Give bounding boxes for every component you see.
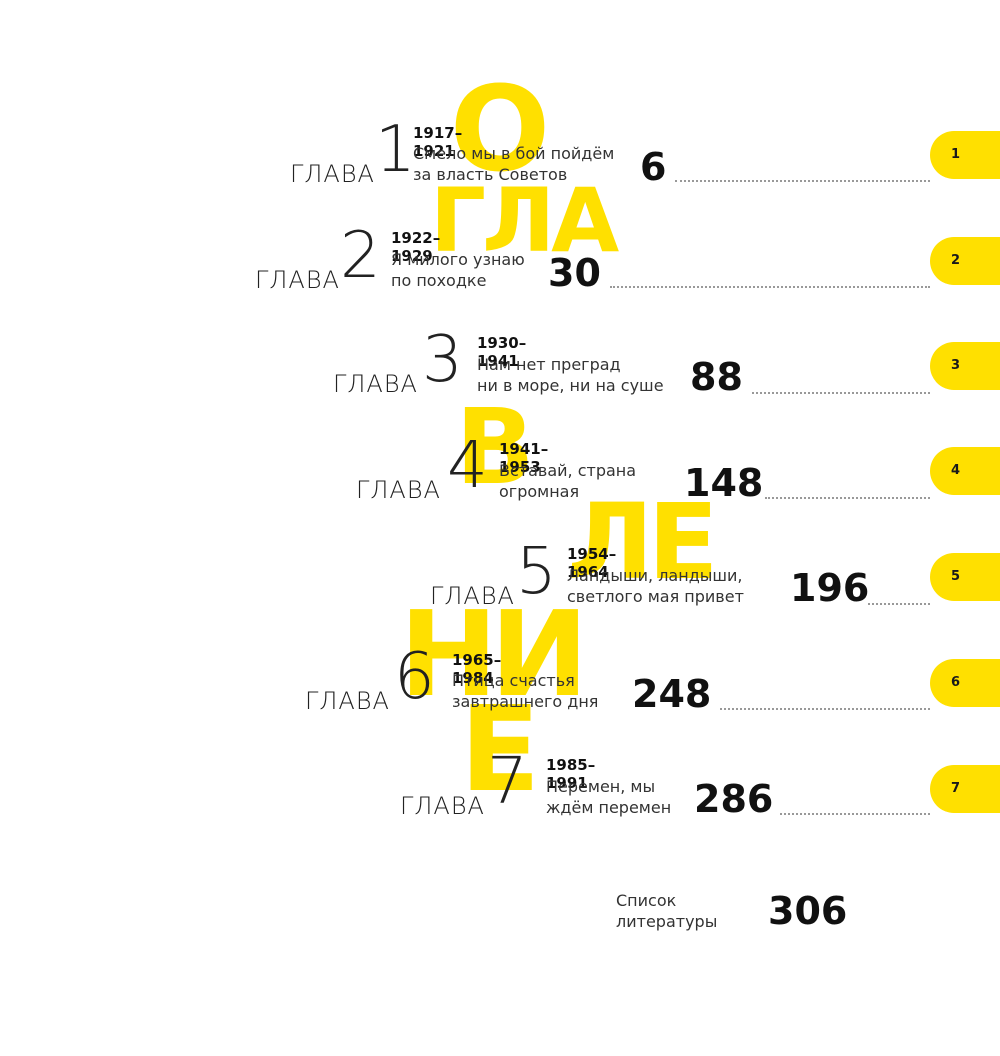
- chapter-page-number: 6: [640, 145, 667, 189]
- chapter-tab-label: 3: [951, 358, 961, 373]
- chapter-years: 1954–1964: [567, 545, 617, 581]
- chapter-years: 1965–1984: [452, 651, 502, 687]
- chapter-number: 4: [447, 429, 488, 503]
- bibliography-label-line1: Список: [616, 891, 677, 910]
- heading-letter-v: В: [455, 386, 535, 508]
- chapter-tab-1[interactable]: 1: [930, 131, 1000, 179]
- chapter-years: 1930–1941: [477, 334, 527, 370]
- chapter-title-line2: огромная: [499, 482, 580, 501]
- leader-dots: [780, 813, 930, 815]
- chapter-years: 1941–1953: [499, 440, 549, 476]
- chapter-tab-6[interactable]: 6: [930, 659, 1000, 707]
- leader-dots: [752, 392, 930, 394]
- chapter-word: ГЛАВА: [255, 266, 340, 294]
- chapter-years: 1985–1991: [546, 756, 596, 792]
- chapter-tab-label: 4: [951, 463, 961, 478]
- chapter-page-number: 248: [632, 672, 712, 716]
- leader-dots: [765, 497, 930, 499]
- chapter-title-line1: Смело мы в бой пойдём: [413, 144, 615, 163]
- chapter-tab-label: 2: [951, 253, 961, 268]
- leader-dots: [720, 708, 930, 710]
- chapter-tab-5[interactable]: 5: [930, 553, 1000, 601]
- chapter-tab-7[interactable]: 7: [930, 765, 1000, 813]
- chapter-tab-label: 7: [951, 781, 961, 796]
- chapter-title-line2: светлого мая привет: [567, 587, 744, 606]
- chapter-years: 1917–1921: [413, 124, 463, 160]
- leader-dots: [610, 286, 930, 288]
- chapter-tab-2[interactable]: 2: [930, 237, 1000, 285]
- chapter-word: ГЛАВА: [333, 370, 418, 398]
- leader-dots: [868, 603, 930, 605]
- bibliography-label: Список литературы: [616, 890, 717, 932]
- chapter-word: ГЛАВА: [400, 792, 485, 820]
- leader-dots: [675, 180, 930, 182]
- bibliography-page-number: 306: [768, 889, 848, 933]
- chapter-years: 1922–1929: [391, 229, 441, 265]
- chapter-title-line1: Птица счастья: [452, 671, 575, 690]
- chapter-number: 3: [422, 323, 463, 397]
- chapter-page-number: 88: [690, 355, 743, 399]
- chapter-number: 5: [516, 535, 557, 609]
- chapter-title-line1: Перемен, мы: [546, 777, 656, 796]
- chapter-word: ГЛАВА: [430, 582, 515, 610]
- chapter-title-line1: Ландыши, ландыши,: [567, 566, 743, 585]
- chapter-number: 7: [487, 745, 528, 819]
- chapter-word: ГЛАВА: [305, 687, 390, 715]
- heading-letter-e: Е: [459, 680, 541, 818]
- chapter-tab-label: 6: [951, 675, 961, 690]
- chapter-number: 6: [394, 640, 435, 714]
- chapter-tab-3[interactable]: 3: [930, 342, 1000, 390]
- chapter-title-line1: Я милого узнаю: [391, 250, 525, 269]
- chapter-page-number: 286: [694, 777, 774, 821]
- chapter-title-line2: ни в море, ни на суше: [477, 376, 664, 395]
- chapter-page-number: 148: [684, 461, 764, 505]
- chapter-number: 1: [375, 113, 416, 187]
- heading-letter-gla: ГЛА: [430, 169, 619, 272]
- chapter-title-line1: Вставай, страна: [499, 461, 637, 480]
- chapter-tab-label: 5: [951, 569, 961, 584]
- chapter-word: ГЛАВА: [356, 476, 441, 504]
- heading-letter-o: О: [449, 60, 551, 198]
- chapter-tab-4[interactable]: 4: [930, 447, 1000, 495]
- chapter-word: ГЛАВА: [290, 160, 375, 188]
- chapter-tab-label: 1: [951, 147, 961, 162]
- chapter-page-number: 196: [790, 566, 870, 610]
- chapter-title-line1: Нам нет преград: [477, 355, 621, 374]
- chapter-title-line2: по походке: [391, 271, 487, 290]
- chapter-title-line2: за власть Советов: [413, 165, 568, 184]
- chapter-number: 2: [340, 219, 381, 293]
- chapter-title-line2: ждём перемен: [546, 798, 672, 817]
- heading-letter-le: ЛЕ: [567, 481, 718, 603]
- chapter-page-number: 30: [548, 251, 601, 295]
- bibliography-label-line2: литературы: [616, 912, 718, 931]
- heading-letter-ni: НИ: [399, 585, 589, 723]
- chapter-title-line2: завтрашнего дня: [452, 692, 599, 711]
